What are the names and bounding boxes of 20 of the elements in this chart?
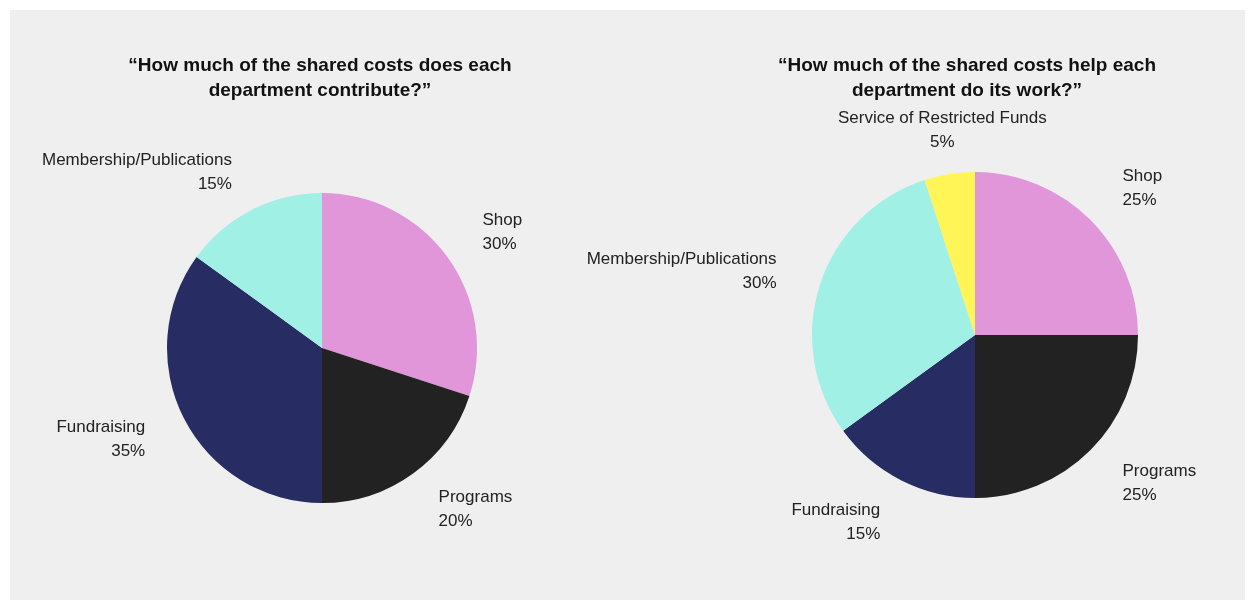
slice-label: Shop <box>482 210 523 230</box>
slice-label: Fundraising <box>791 499 881 519</box>
data-label: 25% <box>1122 485 1157 505</box>
slice-label: Programs <box>438 487 513 507</box>
slice-label: Programs <box>1122 461 1197 481</box>
data-label: 20% <box>438 511 473 531</box>
data-label: 25% <box>1122 190 1157 210</box>
data-label: 15% <box>197 173 232 193</box>
data-label: 35% <box>111 440 146 460</box>
data-label: 15% <box>846 523 881 543</box>
data-label: 5% <box>930 131 955 151</box>
slice-label: Membership/Publications <box>42 149 232 169</box>
chart-title: “How much of the shared costs does each department contribute?” <box>127 53 513 102</box>
data-label: 30% <box>482 234 517 254</box>
slice-label: Shop <box>1122 166 1163 186</box>
chart-title: “How much of the shared costs help each department do its work?” <box>777 53 1157 102</box>
slice-label: Fundraising <box>56 416 146 436</box>
slice-label: Service of Restricted Funds <box>837 107 1047 127</box>
data-label: 30% <box>742 273 777 293</box>
slice-label: Membership/Publications <box>586 249 777 269</box>
